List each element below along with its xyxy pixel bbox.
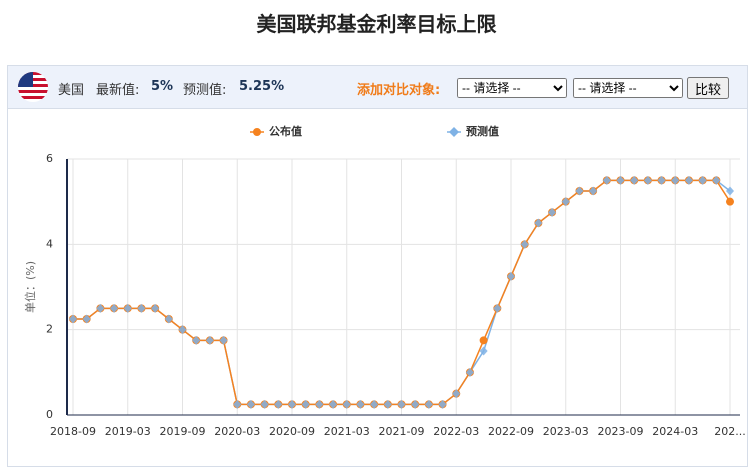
data-point — [110, 303, 119, 313]
legend-marker — [449, 127, 459, 137]
data-point — [507, 271, 515, 281]
data-point — [424, 399, 433, 409]
data-point — [479, 346, 488, 356]
data-point — [219, 335, 228, 345]
flag — [18, 72, 48, 102]
x-tick-label: 2021-09 — [379, 425, 425, 438]
x-tick-label: 2019-03 — [105, 425, 151, 438]
x-tick-label: 2020-09 — [269, 425, 315, 438]
panel: 美国 最新值: 5% 预测值: 5.25% 添加对比对象: -- 请选择 -- … — [7, 65, 748, 467]
y-tick-label: 4 — [46, 237, 53, 250]
data-point — [137, 303, 146, 313]
data-point — [192, 335, 201, 345]
data-point — [301, 399, 310, 409]
data-point — [698, 175, 707, 185]
data-point — [329, 399, 338, 409]
y-axis-title: 单位：(%) — [23, 261, 37, 313]
data-point — [684, 175, 693, 185]
latest-label: 最新值: — [96, 83, 140, 98]
data-point — [315, 399, 324, 409]
data-point — [657, 175, 666, 185]
select[interactable]: -- 请选择 -- — [457, 78, 567, 98]
data-point — [671, 175, 680, 185]
data-point — [465, 367, 474, 377]
data-point — [123, 303, 132, 313]
data-point — [534, 218, 543, 228]
data-point — [411, 399, 420, 409]
data-point — [479, 336, 488, 345]
data-point — [151, 303, 160, 313]
compare-button[interactable]: 比较 — [687, 77, 730, 99]
data-point — [370, 399, 379, 409]
data-point — [643, 175, 652, 185]
data-point — [164, 314, 173, 324]
data-point — [246, 399, 255, 409]
x-tick-label: 2023-09 — [598, 425, 644, 438]
data-point — [616, 175, 625, 185]
data-point — [452, 389, 461, 399]
y-tick-label: 0 — [46, 408, 53, 421]
data-point — [726, 197, 734, 206]
page-title: 美国联邦基金利率目标上限 — [256, 12, 497, 36]
data-point — [630, 175, 639, 185]
chart: 0 2 4 6 2018-09 2019-03 2019-09 2020-03 2020-09 2… — [23, 124, 746, 438]
data-point — [288, 399, 296, 409]
legend-marker — [253, 128, 261, 136]
data-point — [260, 399, 269, 409]
forecast-label: 预测值: — [183, 83, 227, 98]
toolbar: 美国 最新值: 5% 预测值: 5.25% 添加对比对象: -- 请选择 -- … — [8, 66, 747, 109]
y-tick-label: 6 — [46, 152, 53, 165]
data-point — [383, 399, 392, 409]
x-tick-label: 2022-09 — [488, 425, 534, 438]
data-point — [356, 399, 365, 409]
x-tick-label: 2024-03 — [652, 425, 698, 438]
x-tick-label: 2018-09 — [50, 425, 96, 438]
latest-value: 5% — [151, 79, 174, 94]
legend-label: 公布值 — [269, 124, 302, 138]
data-point — [548, 207, 557, 217]
data-point — [96, 303, 105, 313]
x-tick-label: 2023-03 — [543, 425, 589, 438]
data-point — [561, 197, 570, 207]
data-point — [575, 186, 584, 196]
legend-label: 预测值 — [466, 124, 499, 138]
data-point — [205, 335, 214, 345]
x-tick-label: 2022-03 — [433, 425, 479, 438]
data-point — [397, 399, 406, 409]
data-point — [233, 399, 242, 409]
data-point — [438, 399, 447, 409]
data-point — [712, 175, 721, 185]
data-point — [82, 314, 91, 324]
data-point — [342, 399, 351, 409]
country: 美国 — [58, 83, 85, 98]
compare-label: 添加对比对象: — [357, 83, 441, 98]
data-point — [589, 186, 598, 196]
data-point — [520, 239, 529, 249]
x-tick-label: 202... — [714, 425, 746, 438]
x-tick-label: 2019-09 — [160, 425, 206, 438]
data-point — [274, 399, 283, 409]
x-tick-label: 2021-03 — [324, 425, 370, 438]
data-point — [69, 314, 77, 324]
page: 美国联邦基金利率目标上限 美国 最新值: 5% 预测值: 5.25% 添加对比对… — [7, 12, 748, 467]
forecast-value: 5.25% — [239, 79, 285, 94]
data-point — [493, 303, 502, 313]
x-tick-label: 2020-03 — [214, 425, 260, 438]
data-point — [726, 186, 734, 196]
data-point — [178, 325, 187, 335]
data-point — [602, 175, 611, 185]
select[interactable]: -- 请选择 -- — [573, 78, 683, 98]
y-tick-label: 2 — [46, 323, 53, 336]
